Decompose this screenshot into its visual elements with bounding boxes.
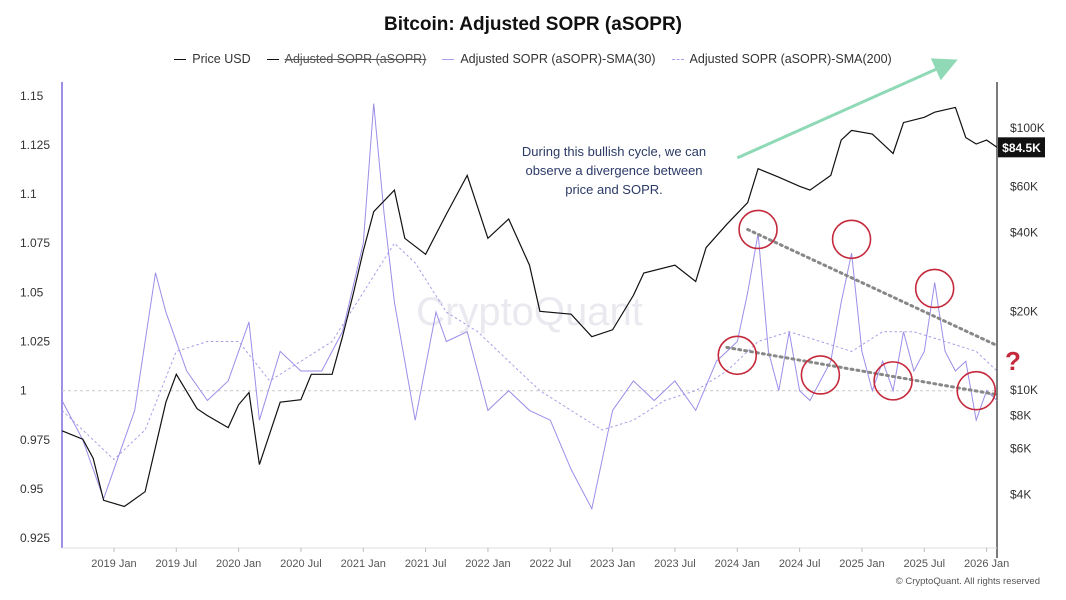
highlight-circle [873,361,913,401]
annotation-text-line: During this bullish cycle, we can [522,144,706,159]
y-left-tick-label: 1.05 [20,285,44,299]
y-right-tick-label: $20K [1010,304,1038,318]
x-tick-label: 2023 Jan [590,558,635,570]
x-tick-label: 2021 Jan [341,558,386,570]
y-left-tick-label: 1.1 [20,187,37,201]
y-right-tick-label: $6K [1010,441,1031,455]
watermark-text: CryptoQuant [416,290,643,334]
question-mark: ? [1005,346,1021,376]
legend-swatch-price [174,58,187,60]
x-tick-label: 2020 Jan [216,558,261,570]
highlight-circle [738,209,778,250]
x-tick-label: 2024 Jan [715,558,760,570]
highlight-circle [956,370,997,411]
x-tick-label: 2019 Jul [155,558,197,570]
y-left-tick-label: 1.15 [20,89,44,103]
current-price-label: $84.5K [1002,141,1041,155]
x-tick-label: 2026 Jan [964,558,1009,570]
y-left-tick-label: 1.025 [20,335,50,349]
legend-item-asopr[interactable]: Adjusted SOPR (aSOPR) [266,52,427,66]
upper-trendline [746,227,999,347]
lower-trendline [725,345,999,397]
y-left-tick-label: 0.975 [20,433,50,447]
x-tick-label: 2022 Jul [529,558,571,570]
legend-item-sma30[interactable]: Adjusted SOPR (aSOPR)-SMA(30) [442,52,656,66]
sma200-line [61,242,998,461]
x-tick-label: 2024 Jul [779,558,821,570]
y-right-tick-label: $10K [1010,383,1038,397]
legend-label-price: Price USD [192,52,251,66]
legend-item-sma200[interactable]: Adjusted SOPR (aSOPR)-SMA(200) [671,52,892,66]
y-left-tick-label: 1.125 [20,138,50,152]
x-tick-label: 2025 Jan [839,558,884,570]
chart-legend: Price USD Adjusted SOPR (aSOPR) Adjusted… [0,52,1066,66]
price-line [61,106,998,508]
x-tick-label: 2023 Jul [654,558,696,570]
legend-swatch-asopr [266,58,279,60]
y-left-tick-label: 0.95 [20,482,44,496]
y-left-tick-label: 1.075 [20,236,50,250]
x-tick-label: 2019 Jan [91,558,136,570]
legend-label-sma200: Adjusted SOPR (aSOPR)-SMA(200) [689,52,892,66]
x-tick-label: 2022 Jan [465,558,510,570]
x-tick-label: 2025 Jul [903,558,945,570]
y-right-tick-label: $40K [1010,225,1038,239]
y-left-tick-label: 0.925 [20,531,50,545]
legend-item-price[interactable]: Price USD [174,52,251,66]
legend-label-asopr: Adjusted SOPR (aSOPR) [284,52,427,66]
y-right-tick-label: $100K [1010,121,1045,135]
sma30-line [61,103,998,511]
x-tick-label: 2020 Jul [280,558,322,570]
legend-swatch-sma200 [671,58,684,60]
annotation-text-line: price and SOPR. [565,182,663,197]
highlight-circle [800,355,841,395]
x-tick-label: 2021 Jul [405,558,447,570]
highlight-circle [914,268,955,309]
y-right-tick-label: $60K [1010,179,1038,193]
highlight-circle [717,335,758,376]
current-price-badge [998,137,1045,158]
legend-swatch-sma30 [442,58,455,60]
legend-label-sma30: Adjusted SOPR (aSOPR)-SMA(30) [460,52,656,66]
y-right-tick-label: $4K [1010,488,1031,502]
highlight-circle [831,219,872,260]
annotation-text-line: observe a divergence between [525,163,702,178]
copyright-text: © CryptoQuant. All rights reserved [895,576,1040,587]
y-left-tick-label: 1 [20,384,27,398]
y-right-tick-label: $8K [1010,409,1031,423]
chart-title: Bitcoin: Adjusted SOPR (aSOPR) [383,14,683,35]
price-trend-arrow [736,58,958,160]
